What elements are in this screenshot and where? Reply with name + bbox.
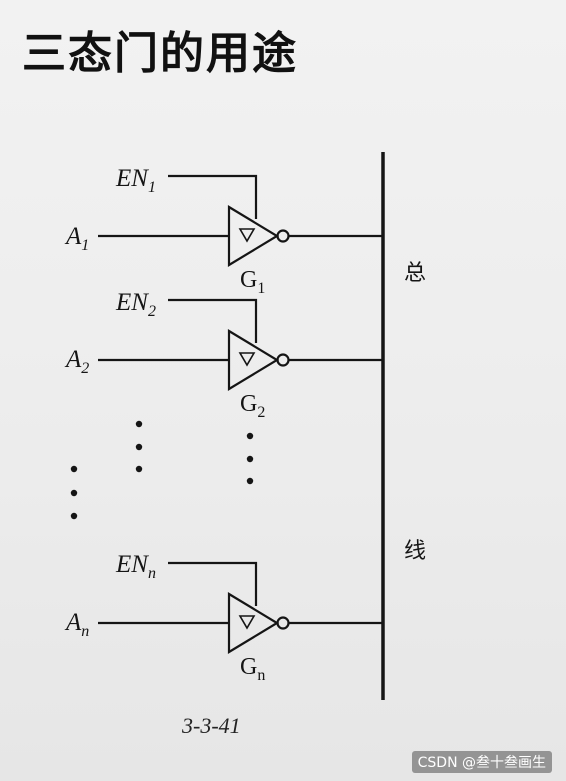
gate-n-tristate-symbol-icon <box>238 615 256 630</box>
page-title: 三态门的用途 <box>22 28 298 79</box>
ellipsis-input-column <box>70 465 78 520</box>
bus-label-bottom: 线 <box>404 539 426 564</box>
gate-n-name-label: Gn <box>240 654 265 684</box>
gate-1-en-wire <box>168 174 258 219</box>
watermark: CSDN @叁十叁画生 <box>411 751 552 773</box>
gate-n-en-label: ENn <box>115 551 156 582</box>
gate-n-inverter-bubble <box>276 616 290 630</box>
gate-2-input-label: A2 <box>64 346 89 377</box>
gate-1-name-label: G1 <box>240 267 265 297</box>
gate-2-tristate-symbol-icon <box>238 352 256 367</box>
gate-1: EN1 A1 G1 <box>64 165 383 297</box>
gate-2-inverter-bubble <box>276 353 290 367</box>
gate-1-input-label: A1 <box>64 223 89 254</box>
gate-2: EN2 A2 G2 <box>64 289 383 421</box>
gate-2-name-label: G2 <box>240 391 265 421</box>
gate-n: ENn An Gn <box>64 551 383 684</box>
gate-2-en-wire <box>168 298 258 343</box>
gate-1-buffer-triangle <box>227 205 280 267</box>
figure-caption: 3-3-41 <box>181 713 241 738</box>
gate-n-buffer-triangle <box>227 592 280 654</box>
gate-n-en-wire <box>168 561 258 606</box>
gate-n-input-label: An <box>64 609 89 640</box>
gate-1-en-label: EN1 <box>115 165 156 196</box>
gate-1-tristate-symbol-icon <box>238 228 256 243</box>
gate-2-buffer-triangle <box>227 329 280 391</box>
gate-1-inverter-bubble <box>276 229 290 243</box>
gate-2-en-label: EN2 <box>115 289 156 320</box>
bus-label-top: 总 <box>404 261 426 286</box>
ellipsis-gate-column <box>246 432 254 485</box>
ellipsis-en-column <box>135 420 143 473</box>
